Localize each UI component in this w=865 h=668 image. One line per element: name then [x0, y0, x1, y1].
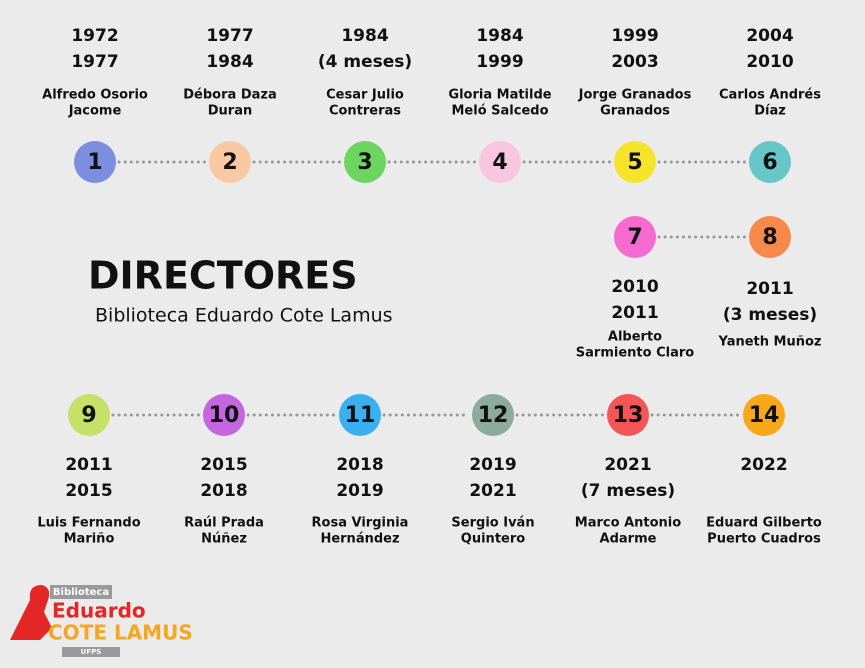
node-name: Jacome — [68, 104, 122, 119]
node-name: Contreras — [329, 104, 401, 119]
node-name: Jorge Granados — [578, 88, 692, 103]
node-name: Meló Salcedo — [451, 104, 548, 119]
node-dates: 2019 — [336, 481, 383, 501]
logo-band — [62, 647, 120, 657]
node-dates: 1972 — [71, 26, 118, 46]
node-number: 8 — [762, 225, 777, 250]
node-dates: 2010 — [611, 277, 658, 297]
node-name: Luis Fernando — [37, 516, 140, 531]
node-number: 7 — [627, 225, 642, 250]
node-dates: 2021 — [604, 455, 651, 475]
node-name: Raúl Prada — [184, 516, 264, 531]
node-name: Hernández — [320, 532, 399, 547]
node-name: Cesar Julio — [326, 88, 404, 103]
node-dates: 2015 — [200, 455, 247, 475]
node-dates: 1999 — [611, 26, 658, 46]
node-dates: 2018 — [336, 455, 383, 475]
node-dates: 2003 — [611, 52, 658, 72]
node-name: Marco Antonio — [575, 516, 681, 531]
title: DIRECTORES — [88, 254, 358, 298]
node-name: Gloria Matilde — [448, 88, 551, 103]
node-circle — [68, 394, 110, 436]
node-name: Díaz — [754, 104, 786, 119]
logo: Biblioteca Eduardo COTE LAMUS UFPS — [10, 585, 193, 657]
node-dates: 1977 — [71, 52, 118, 72]
node-dates: 2011 — [611, 303, 658, 323]
node-name: Carlos Andrés — [719, 88, 821, 103]
logo-bottom: UFPS — [81, 648, 102, 656]
node-circle — [209, 141, 251, 183]
node-circle — [472, 394, 514, 436]
node-number: 3 — [357, 150, 372, 175]
node-dates: 2011 — [65, 455, 112, 475]
logo-silhouette — [10, 585, 52, 640]
node-number: 10 — [209, 403, 240, 428]
node-name: Alfredo Osorio — [42, 88, 148, 103]
node-circle — [749, 141, 791, 183]
node-name: Débora Daza — [183, 88, 276, 103]
node-dates: 2015 — [65, 481, 112, 501]
node-circle — [743, 394, 785, 436]
node-circle — [339, 394, 381, 436]
node-number: 2 — [222, 150, 237, 175]
logo-line2: COTE LAMUS — [48, 621, 193, 645]
node-number: 4 — [492, 150, 507, 175]
node-dates: 2021 — [469, 481, 516, 501]
node-dates: 2010 — [746, 52, 793, 72]
node-circle — [749, 216, 791, 258]
node-name: Mariño — [64, 532, 115, 547]
node-number: 12 — [478, 403, 509, 428]
node-dates: 2022 — [740, 455, 787, 475]
node-name: Sarmiento Claro — [576, 346, 694, 361]
node-dates: 2011 — [746, 279, 793, 299]
node-dates: 1999 — [476, 52, 523, 72]
node-dates: 1984 — [206, 52, 253, 72]
node-circle — [344, 141, 386, 183]
node-circle — [614, 216, 656, 258]
logo-band — [50, 585, 112, 599]
node-circle — [479, 141, 521, 183]
node-circle — [74, 141, 116, 183]
node-dates: 1977 — [206, 26, 253, 46]
node-number: 13 — [613, 403, 644, 428]
node-name: Núñez — [201, 532, 247, 547]
node-circle — [203, 394, 245, 436]
node-number: 1 — [87, 150, 102, 175]
subtitle: Biblioteca Eduardo Cote Lamus — [95, 305, 393, 327]
node-dates: 2004 — [746, 26, 793, 46]
node-circle — [607, 394, 649, 436]
node-dates: 1984 — [476, 26, 523, 46]
node-number: 5 — [627, 150, 642, 175]
logo-top: Biblioteca — [53, 587, 109, 598]
logo-line1: Eduardo — [52, 599, 146, 623]
node-name: Quintero — [461, 532, 525, 547]
node-name: Adarme — [600, 532, 657, 547]
node-name: Sergio Iván — [451, 516, 534, 531]
node-dates: (3 meses) — [723, 305, 817, 325]
node-dates: 2019 — [469, 455, 516, 475]
node-name: Duran — [208, 104, 252, 119]
node-name: Alberto — [608, 330, 662, 345]
node-name: Yaneth Muñoz — [717, 335, 821, 350]
node-number: 14 — [749, 403, 780, 428]
node-number: 11 — [345, 403, 376, 428]
node-dates: (7 meses) — [581, 481, 675, 501]
node-dates: (4 meses) — [318, 52, 412, 72]
node-name: Rosa Virginia — [312, 516, 409, 531]
node-dates: 2018 — [200, 481, 247, 501]
node-name: Granados — [600, 104, 670, 119]
node-number: 6 — [762, 150, 777, 175]
node-circle — [614, 141, 656, 183]
node-number: 9 — [81, 403, 96, 428]
node-name: Eduard Gilberto — [706, 516, 822, 531]
node-name: Puerto Cuadros — [707, 532, 821, 547]
node-dates: 1984 — [341, 26, 388, 46]
